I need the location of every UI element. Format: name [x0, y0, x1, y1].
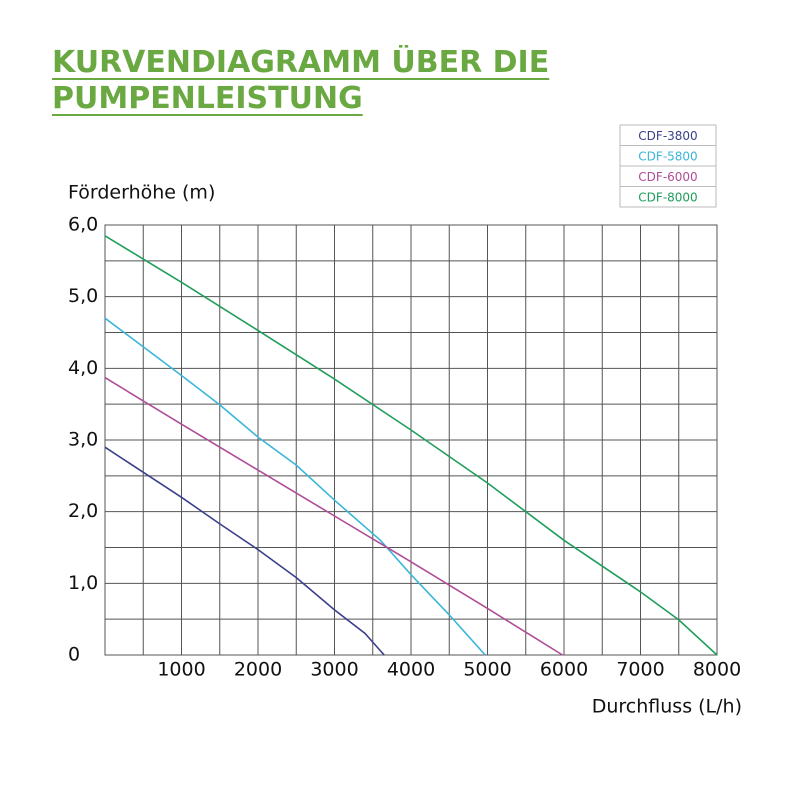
- x-tick-label: 3000: [310, 659, 358, 681]
- x-tick-label: 7000: [616, 659, 664, 681]
- series-line: [104, 235, 718, 656]
- x-tick-label: 6000: [540, 659, 588, 681]
- y-tick-label: 1,0: [68, 572, 98, 594]
- x-tick-label: 8000: [693, 659, 741, 681]
- x-tick-label: 2000: [234, 659, 282, 681]
- series-line: [104, 446, 385, 656]
- series-line: [104, 376, 563, 656]
- x-tick-label: 4000: [387, 659, 435, 681]
- x-tick-label: 5000: [463, 659, 511, 681]
- chart-title: KURVENDIAGRAMM ÜBER DIE PUMPENLEISTUNG: [52, 45, 550, 116]
- legend-label: CDF-5800: [638, 149, 697, 163]
- y-tick-label: 5,0: [68, 285, 98, 307]
- legend-label: CDF-3800: [638, 129, 697, 143]
- legend-label: CDF-6000: [638, 170, 697, 184]
- legend-label: CDF-8000: [638, 190, 697, 204]
- y-tick-label: 6,0: [68, 214, 98, 236]
- y-tick-label: 2,0: [68, 500, 98, 522]
- y-tick-label: 4,0: [68, 357, 98, 379]
- legend-box: [619, 186, 717, 208]
- y-axis-label: Förderhöhe (m): [68, 182, 215, 204]
- y-tick-label: 0: [68, 644, 80, 666]
- series-line: [104, 317, 486, 656]
- x-axis-label: Durchfluss (L/h): [592, 696, 742, 718]
- y-tick-label: 3,0: [68, 429, 98, 451]
- x-tick-label: 1000: [157, 659, 205, 681]
- title-box: KURVENDIAGRAMM ÜBER DIE PUMPENLEISTUNG: [52, 45, 550, 116]
